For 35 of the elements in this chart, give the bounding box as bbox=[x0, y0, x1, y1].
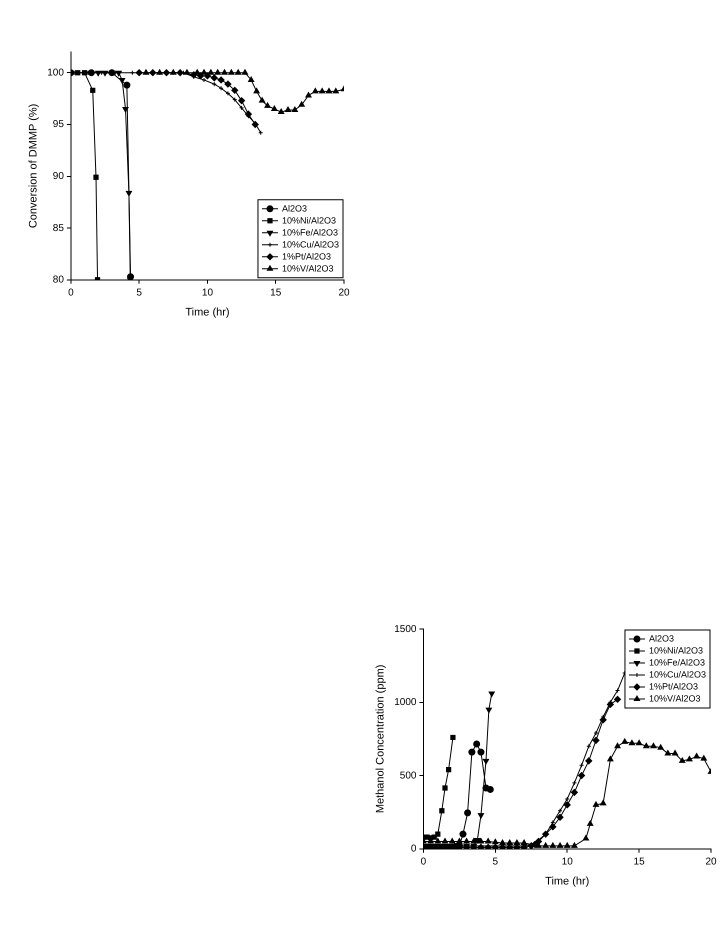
x-tick-label: 15 bbox=[634, 856, 646, 868]
y-tick-label: 80 bbox=[52, 274, 64, 286]
x-axis-title: Time (hr) bbox=[185, 306, 230, 318]
legend-label: 10%Cu/Al2O3 bbox=[648, 669, 706, 680]
x-tick-label: 10 bbox=[562, 856, 574, 868]
legend-label: 10%V/Al2O3 bbox=[282, 263, 334, 274]
y-axis-title: Conversion of DMMP (%) bbox=[28, 104, 40, 228]
x-tick-label: 15 bbox=[270, 288, 282, 299]
legend-label: 10%Ni/Al2O3 bbox=[648, 645, 703, 656]
x-tick-label: 10 bbox=[202, 288, 214, 299]
y-tick-label: 500 bbox=[400, 770, 417, 782]
x-tick-label: 20 bbox=[338, 288, 350, 299]
legend-label: 10%V/Al2O3 bbox=[648, 693, 700, 704]
y-tick-label: 100 bbox=[47, 67, 64, 78]
y-tick-label: 95 bbox=[52, 119, 64, 130]
legend-label: 1%Pt/Al2O3 bbox=[282, 251, 331, 262]
y-axis-title: Methanol Concentration (ppm) bbox=[374, 664, 387, 814]
legend-label: 10%Fe/Al2O3 bbox=[648, 657, 705, 668]
legend-label: 10%Fe/Al2O3 bbox=[282, 227, 338, 238]
legend-label: 1%Pt/Al2O3 bbox=[648, 681, 698, 692]
y-tick-label: 1500 bbox=[394, 624, 417, 635]
x-tick-label: 5 bbox=[136, 288, 142, 299]
x-tick-label: 0 bbox=[68, 288, 74, 299]
y-tick-label: 1000 bbox=[394, 697, 417, 708]
legend-label: 10%Ni/Al2O3 bbox=[282, 215, 336, 226]
y-tick-label: 85 bbox=[52, 222, 64, 234]
y-tick-label: 90 bbox=[52, 171, 64, 182]
x-tick-label: 0 bbox=[420, 856, 427, 868]
x-axis-title: Time (hr) bbox=[545, 875, 590, 888]
legend-label: Al2O3 bbox=[648, 633, 674, 644]
legend-label: 10%Cu/Al2O3 bbox=[282, 239, 340, 250]
y-tick-label: 0 bbox=[410, 844, 417, 855]
x-tick-label: 20 bbox=[705, 856, 717, 868]
legend-label: Al2O3 bbox=[282, 203, 307, 214]
x-tick-label: 5 bbox=[492, 856, 499, 868]
